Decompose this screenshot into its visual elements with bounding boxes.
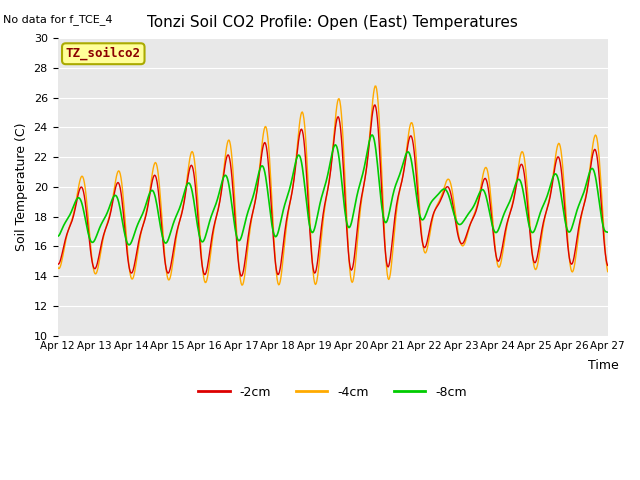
Text: TZ_soilco2: TZ_soilco2	[66, 47, 141, 60]
-4cm	[54, 264, 61, 270]
-4cm	[238, 282, 246, 288]
Title: Tonzi Soil CO2 Profile: Open (East) Temperatures: Tonzi Soil CO2 Profile: Open (East) Temp…	[147, 15, 518, 30]
-8cm	[177, 202, 184, 208]
-4cm	[63, 230, 71, 236]
-8cm	[368, 132, 376, 138]
-4cm	[120, 205, 128, 211]
-2cm	[54, 261, 61, 267]
-8cm	[206, 218, 214, 224]
-8cm	[125, 242, 132, 248]
-8cm	[401, 154, 409, 160]
-2cm	[176, 217, 184, 223]
-8cm	[120, 228, 128, 234]
Legend: -2cm, -4cm, -8cm: -2cm, -4cm, -8cm	[193, 381, 472, 404]
Line: -8cm: -8cm	[58, 135, 608, 245]
-4cm	[401, 159, 409, 165]
-2cm	[63, 229, 71, 235]
-4cm	[205, 264, 213, 270]
-4cm	[417, 224, 425, 229]
X-axis label: Time: Time	[588, 360, 619, 372]
-8cm	[604, 229, 612, 235]
-2cm	[205, 253, 213, 259]
-2cm	[401, 161, 409, 167]
-4cm	[371, 83, 379, 89]
-2cm	[371, 102, 379, 108]
-8cm	[63, 216, 71, 222]
Y-axis label: Soil Temperature (C): Soil Temperature (C)	[15, 122, 28, 251]
-2cm	[237, 273, 245, 279]
-2cm	[417, 229, 425, 235]
Text: No data for f_TCE_4: No data for f_TCE_4	[3, 14, 113, 25]
-8cm	[54, 233, 61, 239]
-4cm	[604, 269, 612, 275]
-4cm	[176, 217, 184, 223]
-2cm	[604, 263, 612, 268]
-2cm	[120, 218, 128, 224]
-8cm	[417, 216, 425, 221]
Line: -2cm: -2cm	[58, 105, 608, 276]
Line: -4cm: -4cm	[58, 86, 608, 285]
